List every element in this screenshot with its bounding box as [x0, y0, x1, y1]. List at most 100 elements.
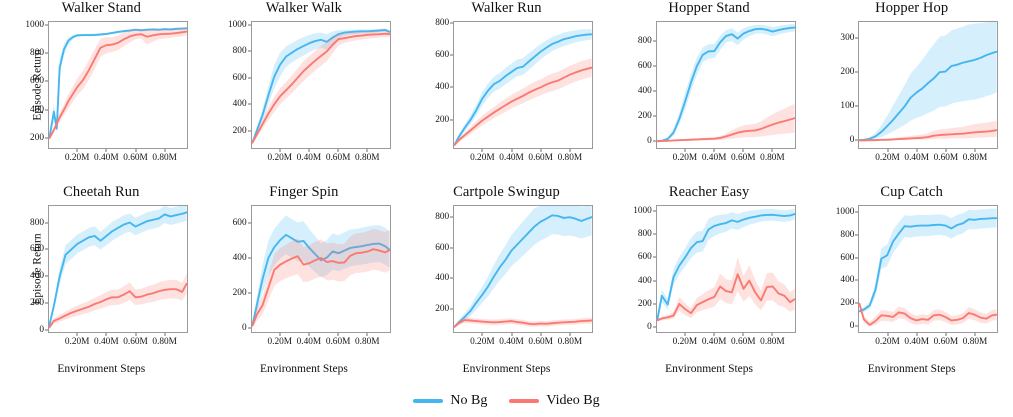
x-tick-mark: [569, 333, 571, 336]
series-line: [48, 282, 188, 329]
confidence-band: [859, 21, 997, 141]
y-tick-label: 600: [435, 242, 450, 253]
y-tick-mark: [247, 50, 251, 52]
y-tick-label: 400: [232, 252, 247, 263]
legend-label: No Bg: [450, 393, 488, 408]
confidence-band: [49, 273, 187, 329]
plot-area: 0 200 400 600 800 0.20M 0.40M 0.60M 0.80M: [638, 21, 796, 163]
y-tick-mark: [450, 277, 454, 279]
series-line: [656, 213, 796, 320]
series-line: [858, 129, 998, 142]
y-tick-mark: [45, 329, 48, 331]
x-axis-label: Environment Steps: [867, 363, 956, 375]
y-tick-label: 200: [30, 298, 44, 309]
curve-canvas: [858, 208, 998, 327]
y-tick-mark: [855, 105, 859, 107]
y-tick-label: 400: [435, 273, 450, 284]
axes-frame: [858, 21, 999, 149]
y-tick-mark: [652, 210, 656, 212]
x-tick-mark: [105, 149, 107, 152]
x-tick-label: 0.80M: [760, 337, 785, 347]
series-line: [251, 32, 391, 144]
panel-title: Hopper Hop: [875, 0, 949, 16]
axes-frame: [250, 21, 391, 149]
curve-canvas: [251, 215, 391, 328]
chart-panel: Walker Stand Episode Return 200 400 600 800 10…: [0, 0, 203, 184]
confidence-band: [859, 208, 997, 313]
y-tick-label: 200: [232, 125, 247, 136]
y-tick-label: 400: [840, 275, 855, 286]
y-tick-label: 400: [232, 99, 247, 110]
y-tick-mark: [45, 302, 48, 304]
legend-item[interactable]: No Bg: [413, 393, 487, 409]
x-tick-mark: [916, 333, 918, 336]
x-tick-label: 0.40M: [94, 153, 119, 163]
plot-area: 0 200 400 600 0.20M 0.40M 0.60M 0.80M: [233, 205, 391, 347]
x-tick-label: 0.80M: [354, 153, 380, 163]
x-tick-label: 0.80M: [557, 337, 583, 347]
confidence-band: [252, 30, 390, 144]
y-tick-label: 600: [637, 252, 652, 263]
x-tick-label: 0.40M: [904, 337, 929, 347]
curve-canvas: [656, 208, 796, 322]
series-line: [453, 214, 593, 328]
legend-item[interactable]: Video Bg: [509, 393, 600, 409]
y-tick-label: 400: [30, 271, 44, 282]
series-line: [48, 211, 188, 326]
curve-canvas: [656, 24, 796, 143]
x-tick-mark: [684, 333, 686, 336]
x-tick-label: 0.80M: [354, 337, 380, 347]
y-tick-mark: [45, 52, 48, 54]
x-tick-mark: [481, 149, 483, 152]
confidence-band: [657, 103, 795, 142]
y-tick-mark: [855, 302, 859, 304]
x-tick-label: 0.80M: [152, 337, 177, 347]
chart-panel: Hopper Stand 0 200 400 600 800 0.20M 0.40M 0.60M…: [608, 0, 811, 184]
y-tick-label: 800: [30, 48, 44, 59]
confidence-band: [454, 205, 592, 329]
y-tick-label: 200: [840, 298, 855, 309]
x-tick-mark: [742, 149, 744, 152]
legend-color-swatch: [509, 399, 540, 403]
y-tick-mark: [247, 130, 251, 132]
y-tick-mark: [450, 54, 454, 56]
x-tick-label: 0.40M: [94, 337, 119, 347]
series-line: [656, 117, 796, 143]
y-tick-mark: [247, 77, 251, 79]
y-tick-mark: [855, 211, 859, 213]
x-tick-mark: [945, 149, 947, 152]
y-tick-label: 600: [435, 50, 450, 61]
x-tick-label: 0.20M: [64, 153, 90, 163]
confidence-band: [657, 208, 795, 321]
plot-area: 0 200 400 600 800 1000 0.20M 0.40M 0.60M 0.80M: [836, 205, 999, 347]
x-tick-mark: [887, 333, 889, 336]
y-tick-mark: [652, 280, 656, 282]
x-tick-mark: [771, 333, 773, 336]
y-tick-label: 400: [435, 82, 450, 93]
y-tick-label: 800: [840, 229, 855, 240]
y-tick-label: 0: [849, 321, 855, 332]
y-tick-label: 400: [637, 275, 652, 286]
x-tick-label: 0.60M: [731, 153, 756, 163]
x-tick-label: 0.40M: [701, 153, 727, 163]
plot-area: 200 400 600 800 0.20M 0.40M 0.60M 0.80M: [435, 18, 594, 163]
y-tick-label: 200: [435, 303, 450, 314]
confidence-band: [252, 215, 390, 327]
y-tick-mark: [45, 137, 48, 139]
y-tick-label: 200: [637, 111, 652, 122]
y-tick-mark: [652, 326, 656, 328]
plot-area: 200 400 600 800 1000 0.20M 0.40M 0.60M 0.80M: [228, 20, 391, 163]
curve-canvas: [48, 205, 188, 329]
confidence-band: [859, 301, 997, 327]
series-line: [656, 273, 796, 322]
y-tick-mark: [450, 119, 454, 121]
series-line: [251, 233, 391, 327]
y-tick-label: 600: [840, 252, 855, 263]
plot-area: 200 400 600 800 0.20M 0.40M 0.60M 0.80M: [435, 205, 594, 347]
y-tick-label: 400: [30, 104, 44, 115]
x-tick-label: 0.20M: [875, 337, 900, 347]
x-tick-mark: [164, 149, 166, 152]
y-tick-mark: [45, 275, 48, 277]
x-tick-mark: [337, 149, 339, 152]
x-tick-label: 0.40M: [904, 153, 929, 163]
